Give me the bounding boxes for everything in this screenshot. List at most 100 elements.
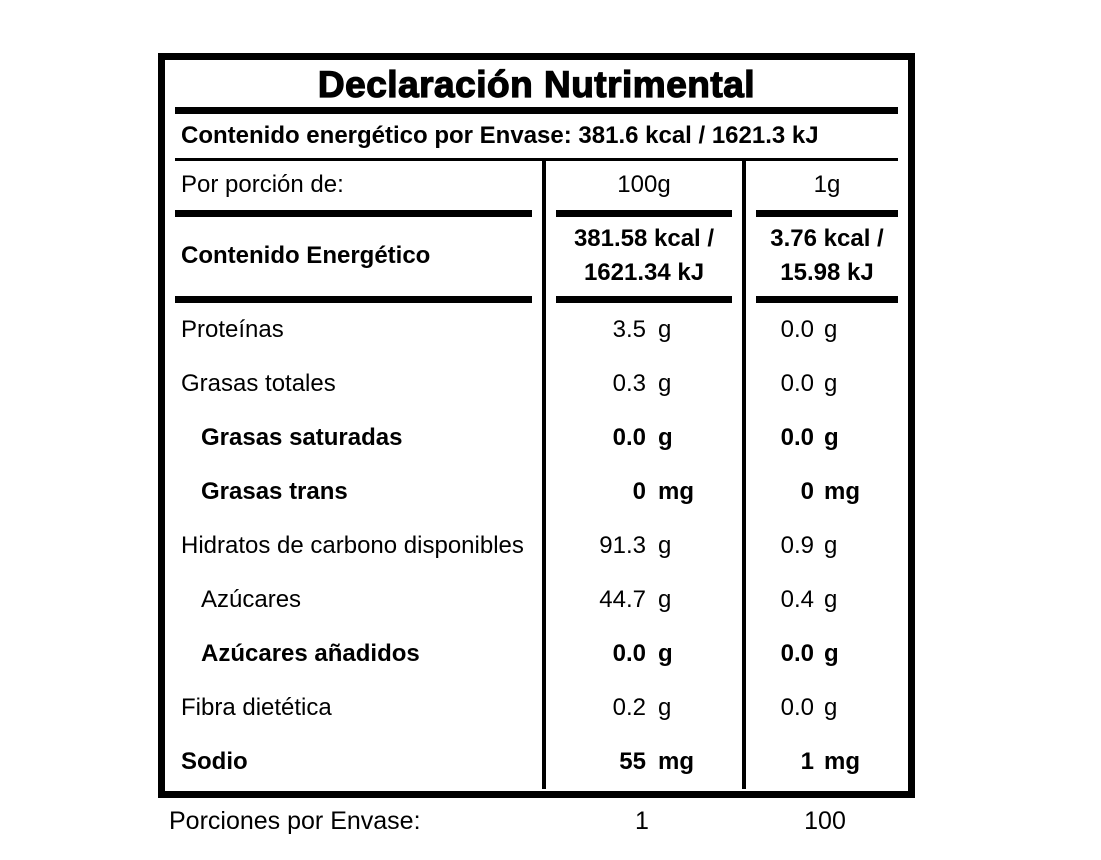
row-grasas-totales: Grasas totales — [165, 357, 542, 411]
value-hidratos-1g: 0.9 — [780, 532, 814, 559]
cell-grasas-totales-100g: 0.3 g — [542, 357, 742, 411]
rule-bar — [556, 209, 732, 217]
energy-row-label-cell: Contenido Energético — [165, 217, 542, 295]
unit-grasas-totales-100g: g — [658, 370, 672, 397]
value-proteinas-1g: 0.0 — [780, 316, 814, 343]
label-azucares: Azúcares — [201, 586, 302, 613]
label-hidratos: Hidratos de carbono disponibles — [181, 532, 524, 559]
unit-fibra-100g: g — [658, 694, 672, 721]
value-grasas-trans-100g: 0 — [632, 478, 646, 505]
value-proteinas-100g: 3.5 — [612, 316, 646, 343]
nutrition-label: Declaración Nutrimental Contenido energé… — [158, 53, 915, 798]
energy-value-100g: 381.58 kcal / 1621.34 kJ — [546, 222, 742, 290]
rule-bar — [175, 295, 532, 303]
energy-value-1g-kcal: 3.76 kcal / — [770, 225, 884, 252]
row-fibra: Fibra dietética — [165, 681, 542, 735]
row-azucares-anadidos: Azúcares añadidos — [165, 627, 542, 681]
rule-bar — [175, 209, 532, 217]
rule-cell — [542, 295, 742, 303]
cell-grasas-trans-1g: 0 mg — [742, 465, 908, 519]
unit-proteinas-100g: g — [658, 316, 672, 343]
servings-value-1g: 100 — [804, 806, 846, 835]
value-azucares-100g: 44.7 — [599, 586, 646, 613]
row-proteinas: Proteínas — [165, 303, 542, 357]
value-azucares-anadidos-100g: 0.0 — [612, 640, 646, 667]
cell-grasas-saturadas-1g: 0.0 g — [742, 411, 908, 465]
unit-hidratos-1g: g — [824, 532, 838, 559]
label-grasas-trans: Grasas trans — [201, 478, 348, 505]
cell-azucares-100g: 44.7 g — [542, 573, 742, 627]
value-grasas-saturadas-100g: 0.0 — [612, 424, 646, 451]
servings-label: Porciones por Envase: — [169, 806, 421, 835]
unit-sodio-1g: mg — [824, 748, 860, 775]
servings-per-package-row: Porciones por Envase: 1 100 — [158, 799, 915, 843]
label-grasas-totales: Grasas totales — [181, 370, 336, 397]
rule-bar — [756, 295, 898, 303]
cell-proteinas-1g: 0.0 g — [742, 303, 908, 357]
unit-grasas-trans-100g: mg — [658, 478, 694, 505]
portion-header-label: Por porción de: — [181, 171, 344, 198]
unit-azucares-anadidos-1g: g — [824, 640, 839, 667]
value-fibra-100g: 0.2 — [612, 694, 646, 721]
column-header-100g: 100g — [542, 161, 742, 209]
cell-fibra-100g: 0.2 g — [542, 681, 742, 735]
cell-sodio-100g: 55 mg — [542, 735, 742, 789]
energy-value-1g-kj: 15.98 kJ — [780, 259, 874, 286]
rule-bar — [556, 295, 732, 303]
rule-cell — [742, 295, 908, 303]
cell-grasas-trans-100g: 0 mg — [542, 465, 742, 519]
label-azucares-anadidos: Azúcares añadidos — [201, 640, 420, 667]
row-azucares: Azúcares — [165, 573, 542, 627]
rule-cell — [165, 295, 542, 303]
value-sodio-1g: 1 — [800, 748, 814, 775]
value-sodio-100g: 55 — [619, 748, 646, 775]
rule-cell — [165, 209, 542, 217]
energy-value-1g: 3.76 kcal / 15.98 kJ — [746, 222, 908, 290]
value-grasas-totales-100g: 0.3 — [612, 370, 646, 397]
cell-azucares-1g: 0.4 g — [742, 573, 908, 627]
unit-proteinas-1g: g — [824, 316, 838, 343]
energy-row-1g-cell: 3.76 kcal / 15.98 kJ — [742, 217, 908, 295]
energy-value-100g-kcal: 381.58 kcal / — [573, 225, 715, 252]
energy-row-label: Contenido Energético — [181, 242, 431, 269]
energy-row-100g-cell: 381.58 kcal / 1621.34 kJ — [542, 217, 742, 295]
cell-hidratos-100g: 91.3 g — [542, 519, 742, 573]
unit-sodio-100g: mg — [658, 748, 694, 775]
energy-divider-rule — [175, 158, 898, 161]
rule-bar — [756, 209, 898, 217]
cell-azucares-anadidos-1g: 0.0 g — [742, 627, 908, 681]
value-azucares-anadidos-1g: 0.0 — [780, 640, 814, 667]
unit-fibra-1g: g — [824, 694, 838, 721]
cell-proteinas-100g: 3.5 g — [542, 303, 742, 357]
label-proteinas: Proteínas — [181, 316, 284, 343]
rule-cell — [542, 209, 742, 217]
servings-value-100g: 1 — [635, 806, 649, 835]
value-hidratos-100g: 91.3 — [599, 532, 646, 559]
value-azucares-1g: 0.4 — [780, 586, 814, 613]
title-divider-rule — [175, 107, 898, 114]
nutrition-table: Por porción de: 100g 1g Contenido Energé… — [165, 161, 908, 791]
cell-fibra-1g: 0.0 g — [742, 681, 908, 735]
cell-grasas-saturadas-100g: 0.0 g — [542, 411, 742, 465]
portion-header-cell: Por porción de: — [165, 161, 542, 209]
cell-azucares-anadidos-100g: 0.0 g — [542, 627, 742, 681]
label-grasas-saturadas: Grasas saturadas — [201, 424, 403, 451]
cell-sodio-1g: 1 mg — [742, 735, 908, 789]
unit-grasas-trans-1g: mg — [824, 478, 860, 505]
cell-grasas-totales-1g: 0.0 g — [742, 357, 908, 411]
value-grasas-trans-1g: 0 — [800, 478, 814, 505]
row-sodio: Sodio — [165, 735, 542, 789]
value-grasas-saturadas-1g: 0.0 — [780, 424, 814, 451]
unit-grasas-saturadas-1g: g — [824, 424, 839, 451]
value-grasas-totales-1g: 0.0 — [780, 370, 814, 397]
row-grasas-trans: Grasas trans — [165, 465, 542, 519]
energy-per-package-line: Contenido energético por Envase: 381.6 k… — [181, 122, 819, 149]
unit-grasas-totales-1g: g — [824, 370, 838, 397]
row-hidratos: Hidratos de carbono disponibles — [165, 519, 542, 573]
value-fibra-1g: 0.0 — [780, 694, 814, 721]
label-fibra: Fibra dietética — [181, 694, 332, 721]
row-grasas-saturadas: Grasas saturadas — [165, 411, 542, 465]
label-sodio: Sodio — [181, 748, 248, 775]
unit-azucares-100g: g — [658, 586, 672, 613]
unit-grasas-saturadas-100g: g — [658, 424, 673, 451]
